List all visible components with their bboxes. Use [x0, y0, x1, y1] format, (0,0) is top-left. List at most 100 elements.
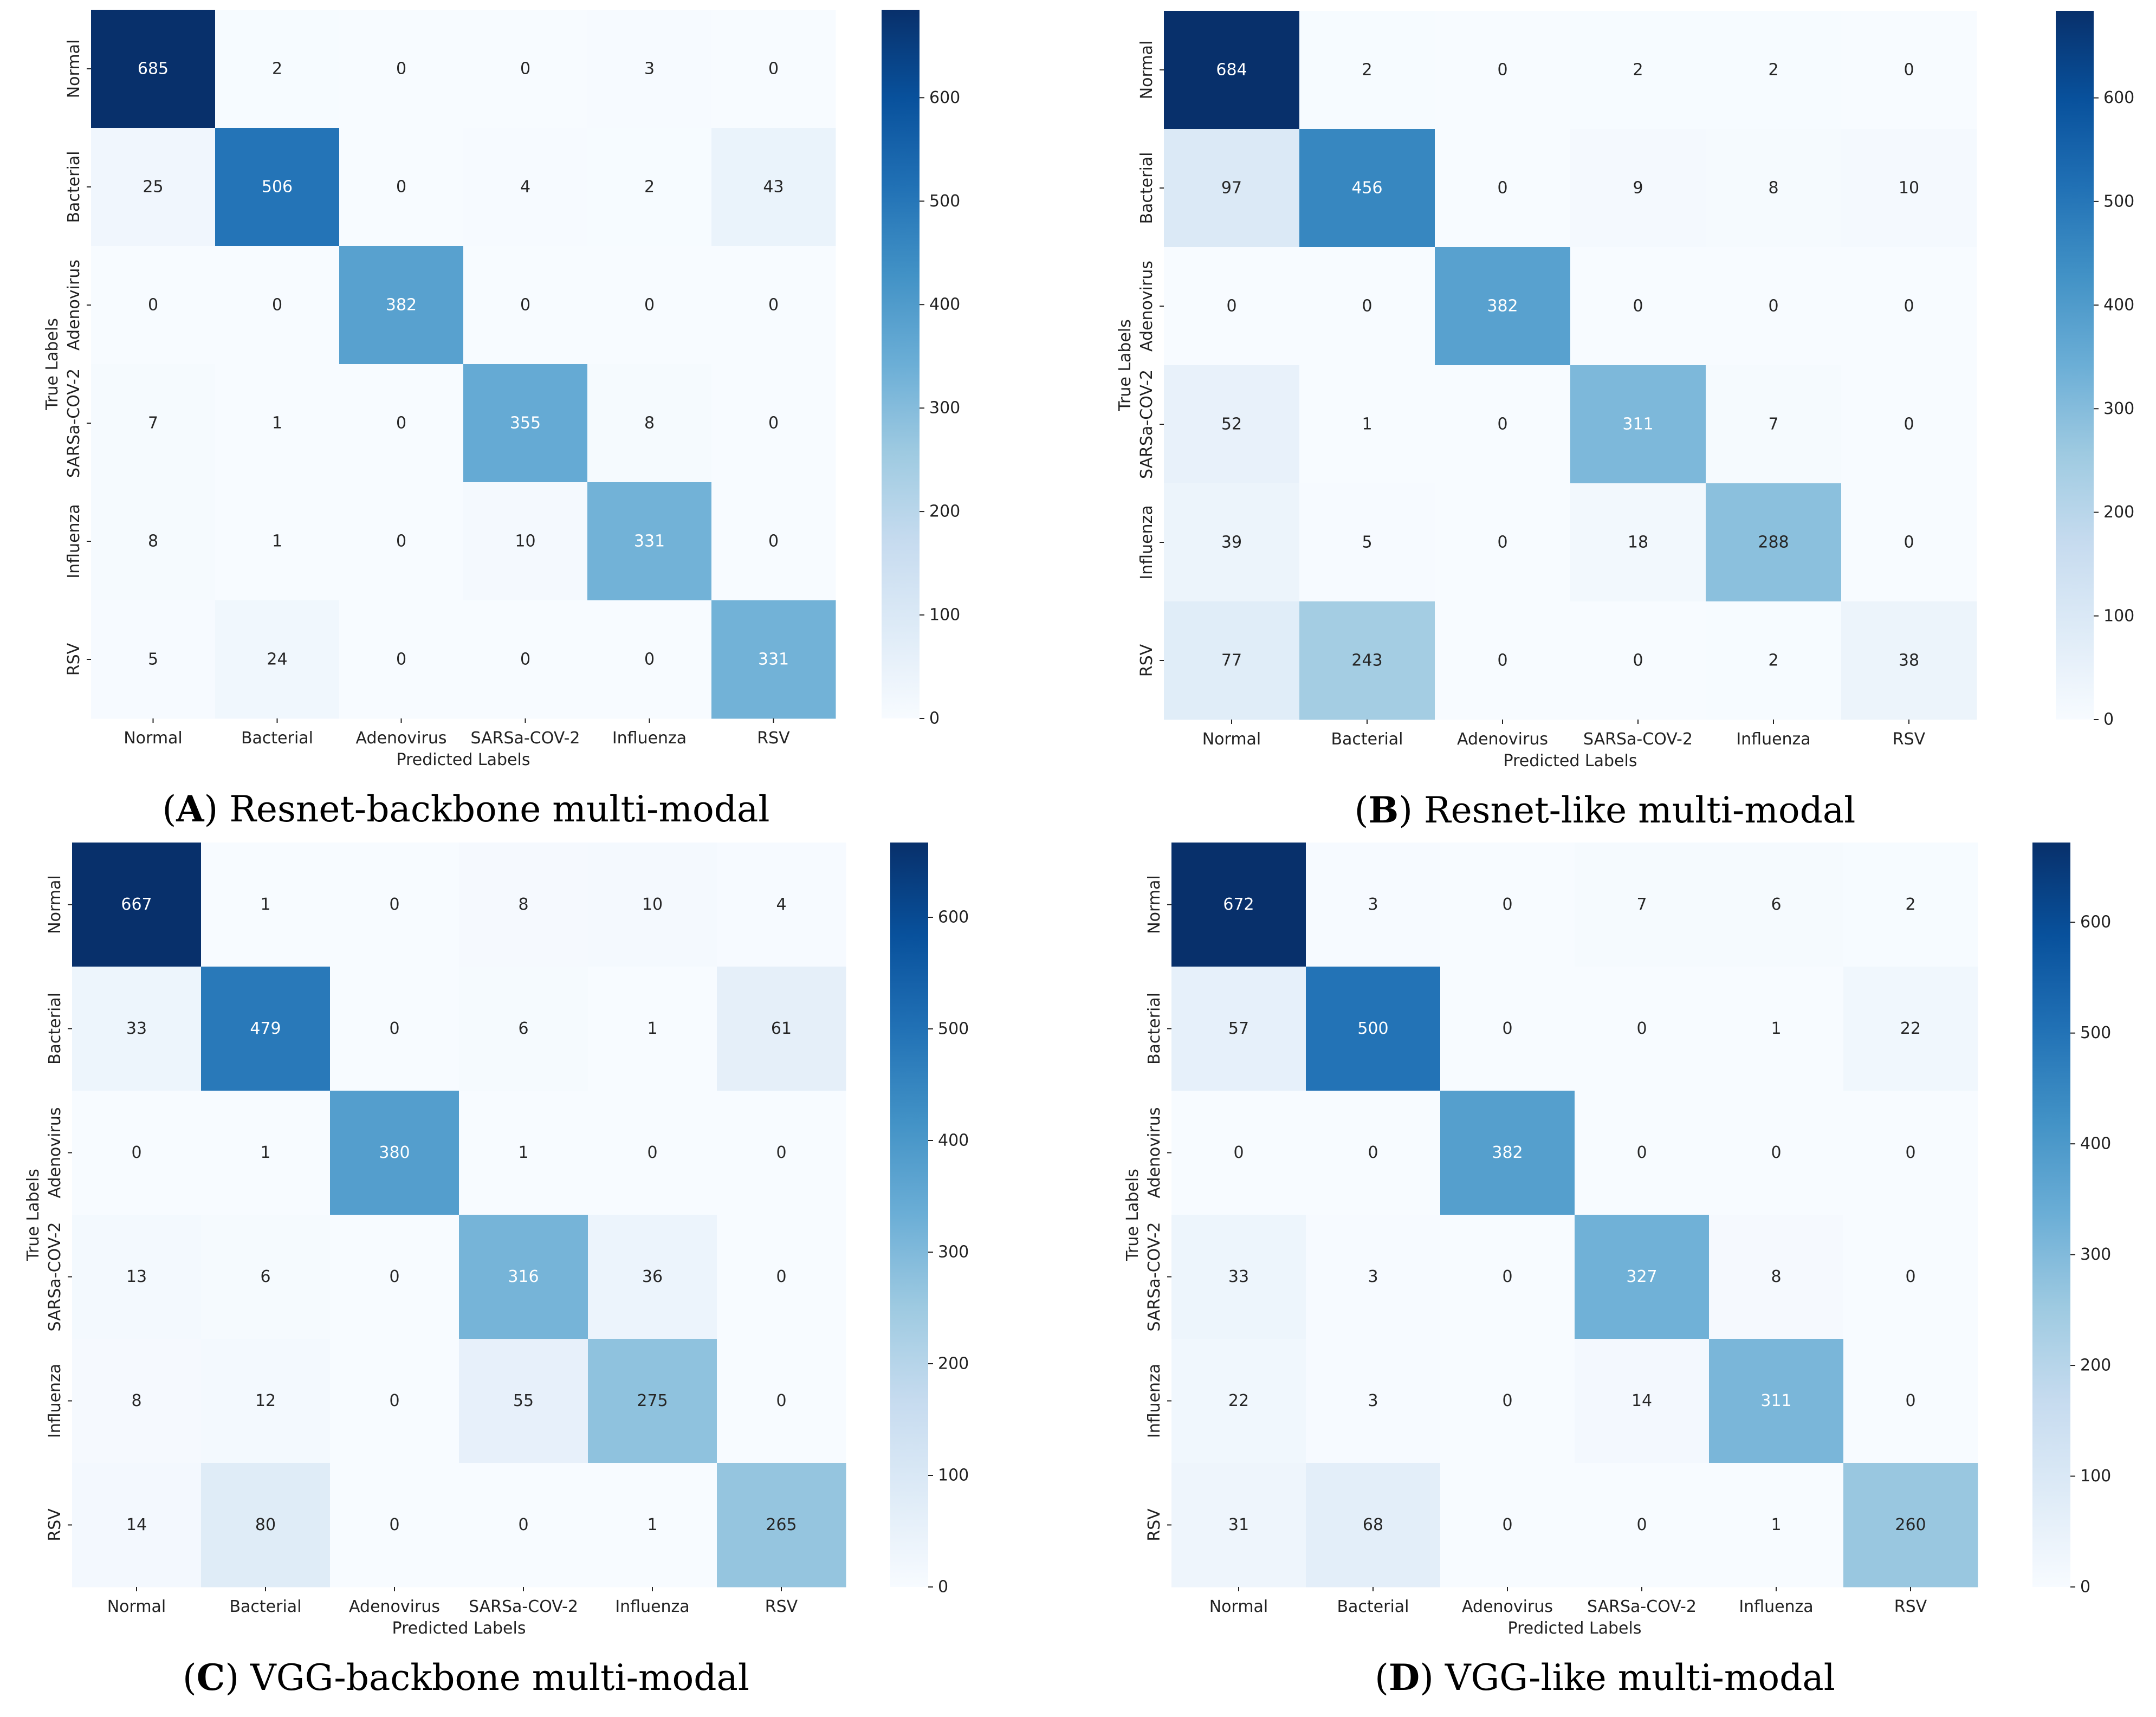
cell-value-label: 0: [1502, 895, 1512, 914]
caption-text: ) VGG-like multi-modal: [1420, 1657, 1835, 1699]
colorbar-tick-label: 0: [929, 709, 940, 728]
caption-text: ) Resnet-like multi-modal: [1399, 789, 1855, 831]
cell-value-label: 52: [1221, 415, 1242, 434]
heatmap-cell: [1570, 247, 1706, 366]
heatmap-cell: [711, 10, 836, 128]
cell-value-label: 1: [1771, 1515, 1781, 1534]
heatmap-cell: [463, 482, 588, 601]
heatmap-cell: [587, 128, 712, 247]
cell-value-label: 0: [389, 1515, 399, 1534]
cell-value-label: 1: [272, 532, 282, 551]
heatmap-cell: [1306, 1339, 1441, 1463]
cell-value-label: 0: [1768, 297, 1778, 316]
heatmap-cell: [463, 246, 588, 365]
colorbar-tick-label: 100: [929, 606, 960, 625]
x-tick-label: SARSa-COV-2: [471, 729, 580, 748]
cell-value-label: 0: [647, 1143, 657, 1162]
colorbar-tick-label: 0: [2103, 710, 2114, 729]
heatmap-cell: [201, 1339, 331, 1463]
heatmap-cell: [215, 600, 340, 719]
cell-value-label: 0: [1362, 297, 1372, 316]
cell-value-label: 479: [250, 1019, 281, 1038]
heatmap-cell: [1164, 247, 1300, 366]
cell-value-label: 0: [518, 1515, 528, 1534]
heatmap-cell: [1306, 967, 1441, 1091]
cell-value-label: 0: [131, 1143, 141, 1162]
x-tick-label: Adenovirus: [1462, 1597, 1553, 1616]
cell-value-label: 5: [148, 650, 158, 669]
colorbar-tick-label: 100: [2103, 606, 2134, 625]
cell-value-label: 18: [1628, 533, 1648, 552]
heatmap-cell: [1575, 967, 1710, 1091]
y-tick-label: SARSa-COV-2: [64, 368, 83, 478]
heatmap-cell: [1440, 1339, 1575, 1463]
cell-value-label: 0: [1771, 1143, 1781, 1162]
heatmap-cell: [72, 1215, 202, 1339]
colorbar-tick-label: 200: [2103, 503, 2134, 522]
heatmap-cell: [1164, 365, 1300, 484]
y-tick-label: RSV: [46, 1508, 64, 1541]
heatmap-cell: [717, 1463, 846, 1588]
x-tick-label: Normal: [1202, 730, 1261, 749]
cell-value-label: 8: [518, 895, 528, 914]
cell-value-label: 1: [272, 414, 282, 433]
heatmap-cell: [1440, 1463, 1575, 1588]
heatmap-cell: [1440, 1091, 1575, 1215]
heatmap-cell: [1575, 1339, 1710, 1463]
heatmap-cell: [587, 482, 712, 601]
cell-value-label: 8: [1768, 179, 1778, 198]
heatmap-cell: [1570, 365, 1706, 484]
heatmap-cell: [1570, 11, 1706, 129]
heatmap-cell: [463, 600, 588, 719]
cell-value-label: 0: [768, 532, 779, 551]
cell-value-label: 4: [776, 895, 786, 914]
y-tick-label: Bacterial: [46, 993, 64, 1065]
cell-value-label: 1: [260, 895, 270, 914]
y-tick-label: Normal: [46, 875, 64, 934]
heatmap-cell: [587, 364, 712, 483]
y-tick-label: Adenovirus: [1137, 261, 1156, 352]
cell-value-label: 355: [510, 414, 541, 433]
x-tick-label: Adenovirus: [1457, 730, 1548, 749]
heatmap-cell: [330, 1463, 459, 1588]
x-tick-label: Bacterial: [1337, 1597, 1409, 1616]
x-tick-label: SARSa-COV-2: [469, 1597, 578, 1616]
cell-value-label: 0: [520, 60, 530, 79]
heatmap-cell: [91, 246, 216, 365]
cell-value-label: 327: [1626, 1267, 1657, 1286]
heatmap-cell: [1299, 247, 1435, 366]
cell-value-label: 0: [1502, 1267, 1512, 1286]
heatmap-cell: [1843, 1339, 1978, 1463]
cell-value-label: 6: [1771, 895, 1781, 914]
cell-value-label: 0: [1497, 651, 1507, 670]
cell-value-label: 243: [1351, 651, 1382, 670]
heatmap-cell: [1164, 483, 1300, 602]
heatmap-cell: [717, 843, 846, 967]
heatmap-cell: [1299, 365, 1435, 484]
cell-value-label: 97: [1221, 179, 1242, 198]
cell-value-label: 0: [396, 414, 406, 433]
heatmap-cell: [1570, 601, 1706, 720]
cell-value-label: 0: [1905, 1391, 1915, 1410]
y-tick-label: RSV: [1145, 1508, 1164, 1541]
cell-value-label: 0: [776, 1267, 786, 1286]
heatmap-cell: [215, 482, 340, 601]
cell-value-label: 331: [758, 650, 789, 669]
heatmap-cell: [587, 600, 712, 719]
y-tick-label: Adenovirus: [46, 1107, 64, 1198]
cell-value-label: 8: [131, 1391, 141, 1410]
cell-value-label: 0: [396, 532, 406, 551]
heatmap-cell: [72, 967, 202, 1091]
heatmap-cell: [711, 246, 836, 365]
heatmap-cell: [1706, 129, 1842, 248]
x-tick-label: SARSa-COV-2: [1583, 730, 1693, 749]
caption-paren-open: (: [183, 1657, 197, 1699]
caption-text: ) Resnet-backbone multi-modal: [204, 788, 769, 830]
heatmap-cell: [339, 10, 464, 128]
heatmap-cell: [711, 128, 836, 247]
cell-value-label: 316: [508, 1267, 539, 1286]
heatmap-cell: [1306, 1215, 1441, 1339]
cell-value-label: 2: [644, 178, 655, 197]
cell-value-label: 0: [396, 60, 406, 79]
colorbar-tick-label: 300: [929, 399, 960, 418]
